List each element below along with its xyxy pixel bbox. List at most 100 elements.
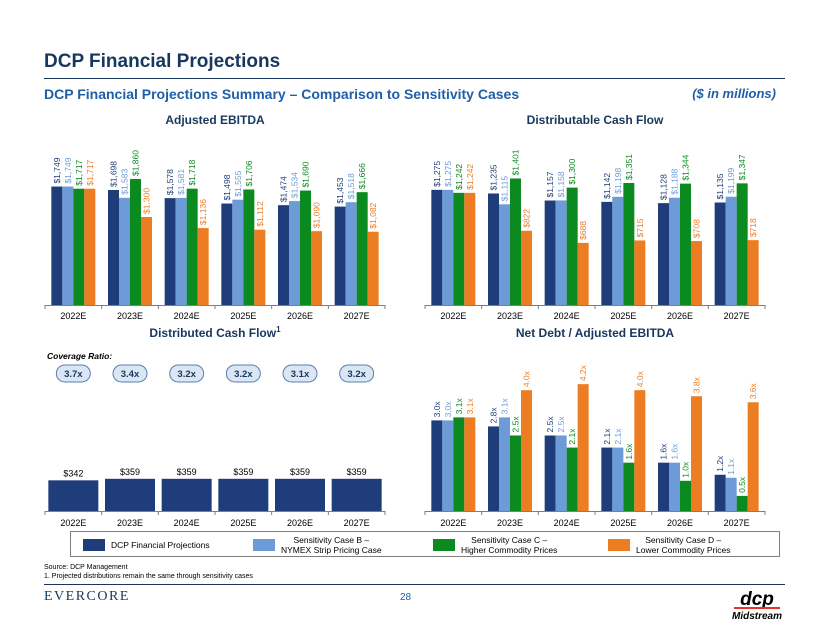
bar: [747, 240, 759, 305]
coverage-ratio-badge: [225, 364, 261, 383]
bar: [334, 206, 346, 305]
data-label: $1,351: [624, 154, 634, 180]
bar: [464, 192, 476, 305]
data-label: $1,199: [726, 167, 736, 193]
bar: [218, 478, 269, 511]
bar: [431, 189, 443, 305]
x-tick-label: 2025E: [230, 518, 256, 528]
legend-item-dcp: DCP Financial Projections: [83, 534, 210, 556]
legend-swatch-case-c: [433, 539, 455, 551]
bar: [566, 187, 578, 305]
data-label: $1,518: [346, 173, 356, 199]
bar: [658, 203, 669, 305]
bar: [634, 390, 646, 511]
bar: [499, 417, 510, 511]
bar: [275, 478, 325, 511]
legend-swatch-dcp: [83, 539, 105, 551]
data-label: 2.8x: [489, 407, 499, 424]
bar: [186, 188, 198, 305]
bar: [680, 183, 691, 305]
data-label: $342: [63, 468, 83, 478]
x-tick-label: 2026E: [667, 311, 693, 321]
bar: [669, 462, 680, 511]
bar: [453, 192, 465, 305]
bar: [499, 204, 510, 305]
bar: [232, 199, 244, 305]
data-label: $359: [177, 467, 197, 477]
logo-mark: dcp: [740, 589, 774, 610]
bar: [601, 201, 613, 305]
bar: [612, 447, 624, 511]
data-label: 3.1x: [500, 398, 510, 415]
adjusted-ebitda-chart: Adjusted EBITDA 2022E 2023E 2024E 2025E 2026E…: [44, 113, 386, 321]
legend-swatch-case-b: [253, 539, 275, 551]
data-label: $1,474: [279, 176, 289, 202]
legend-item-case-c: Sensitivity Case C – Higher Commodity Pr…: [433, 534, 557, 556]
x-tick-label: 2027E: [724, 518, 750, 528]
bar: [691, 241, 702, 305]
coverage-ratio-value: 3.2x: [234, 369, 253, 380]
x-tick-label: 2022E: [60, 311, 86, 321]
bar: [161, 478, 212, 511]
x-tick-label: 2022E: [440, 518, 466, 528]
data-label: 1.6x: [670, 443, 680, 460]
data-label: $1,453: [335, 177, 345, 203]
data-label: $1,717: [74, 159, 84, 185]
page-subtitle: DCP Financial Projections Summary – Comp…: [44, 86, 520, 102]
data-label: 3.1x: [465, 398, 475, 415]
source-note: Source: DCP Management: [44, 564, 128, 571]
legend-label: Sensitivity Case D – Lower Commodity Pri…: [636, 535, 731, 555]
data-label: 3.0x: [432, 401, 442, 418]
data-label: $1,401: [511, 149, 521, 175]
bar: [130, 179, 141, 305]
bar: [197, 228, 209, 305]
data-label: $1,690: [301, 161, 311, 187]
chart-title-superscript: 1: [276, 325, 281, 334]
bar: [62, 186, 74, 305]
bar: [108, 189, 119, 305]
bar: [300, 190, 311, 305]
data-label: $1,112: [255, 201, 265, 227]
bar: [243, 189, 255, 305]
bar: [691, 396, 702, 511]
data-label: 2.5x: [556, 416, 566, 433]
data-label: $1,718: [187, 159, 197, 185]
x-tick-label: 2025E: [610, 518, 636, 528]
x-tick-label: 2027E: [344, 518, 370, 528]
footnote: 1. Projected distributions remain the sa…: [44, 573, 253, 580]
x-tick-label: 2022E: [440, 311, 466, 321]
data-label: 2.5x: [511, 416, 521, 433]
x-tick-label: 2026E: [287, 311, 313, 321]
bar: [555, 200, 567, 305]
data-label: $688: [578, 221, 588, 240]
coverage-ratio-value: 3.2x: [177, 369, 196, 380]
data-label: $1,666: [357, 163, 367, 189]
data-label: $1,142: [602, 173, 612, 199]
x-tick-label: 2024E: [174, 518, 200, 528]
data-label: $1,242: [454, 164, 464, 190]
data-label: $1,344: [681, 154, 691, 180]
bar: [725, 196, 737, 305]
x-tick-label: 2027E: [724, 311, 750, 321]
bar: [577, 384, 589, 511]
data-label: $1,082: [368, 202, 378, 228]
x-tick-label: 2023E: [497, 311, 523, 321]
chart-legend: DCP Financial Projections Sensitivity Ca…: [70, 531, 780, 557]
x-tick-label: 2027E: [344, 311, 370, 321]
data-label: 1.1x: [726, 458, 736, 475]
data-label: $1,749: [52, 157, 62, 183]
bar: [736, 183, 748, 305]
x-tick-label: 2025E: [230, 311, 256, 321]
bar: [521, 230, 532, 305]
data-label: 4.0x: [522, 370, 532, 387]
bar: [612, 196, 624, 305]
coverage-ratio-badge: [55, 364, 91, 383]
data-label: $1,300: [142, 188, 152, 214]
legend-label: Sensitivity Case C – Higher Commodity Pr…: [461, 535, 558, 555]
data-label: $1,749: [63, 157, 73, 183]
distributable-cash-flow-chart: Distributable Cash Flow 2022E 2023E 2024E 20…: [424, 113, 766, 321]
data-label: 4.2x: [578, 364, 588, 381]
bar: [555, 435, 567, 511]
bar: [669, 197, 680, 305]
bar: [736, 495, 748, 511]
